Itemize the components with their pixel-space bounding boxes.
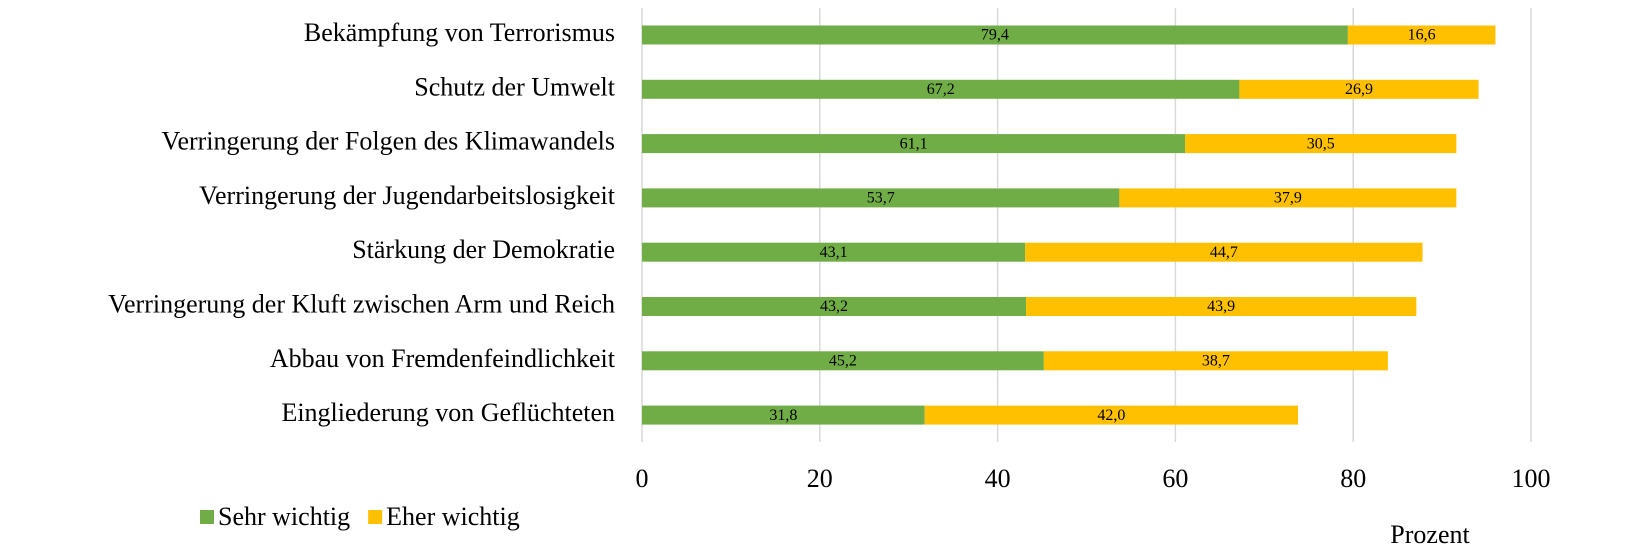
category-label: Stärkung der Demokratie bbox=[352, 235, 615, 264]
x-tick-label: 0 bbox=[636, 464, 649, 493]
x-tick-label: 40 bbox=[985, 464, 1011, 493]
data-label: 38,7 bbox=[1202, 352, 1230, 369]
x-tick-label: 60 bbox=[1162, 464, 1188, 493]
bar-segment bbox=[642, 79, 1240, 99]
bar-segment bbox=[642, 25, 1348, 45]
legend-swatch bbox=[200, 510, 214, 524]
bar-segment bbox=[1026, 297, 1417, 316]
bar-segment bbox=[924, 405, 1299, 425]
bar-segment bbox=[642, 188, 1120, 208]
data-label: 43,2 bbox=[820, 298, 848, 315]
bar-segment bbox=[1025, 242, 1423, 262]
data-label: 43,9 bbox=[1207, 298, 1235, 315]
category-label: Verringerung der Kluft zwischen Arm und … bbox=[108, 289, 615, 318]
data-label: 53,7 bbox=[867, 190, 895, 207]
bar-segment bbox=[642, 405, 925, 425]
category-label: Schutz der Umwelt bbox=[414, 72, 616, 101]
bar-segment bbox=[1119, 188, 1457, 208]
bar-segment bbox=[642, 351, 1044, 371]
bar-segment bbox=[1239, 79, 1479, 99]
data-label: 31,8 bbox=[769, 407, 797, 424]
bar-segment bbox=[1185, 134, 1457, 154]
category-label: Eingliederung von Geflüchteten bbox=[281, 398, 615, 427]
x-axis-label: Prozent bbox=[1390, 520, 1470, 549]
bar-segment bbox=[1347, 25, 1496, 45]
legend-swatch bbox=[368, 510, 383, 524]
data-label: 67,2 bbox=[927, 81, 955, 98]
data-label: 30,5 bbox=[1307, 135, 1335, 152]
bar-segment bbox=[642, 242, 1026, 262]
data-label: 79,4 bbox=[981, 27, 1009, 44]
data-label: 16,6 bbox=[1408, 27, 1436, 44]
bar-segment bbox=[642, 134, 1186, 154]
data-label: 42,0 bbox=[1097, 407, 1125, 424]
data-label: 43,1 bbox=[820, 244, 848, 261]
data-label: 37,9 bbox=[1274, 190, 1302, 207]
data-label: 61,1 bbox=[900, 135, 928, 152]
bar-segment bbox=[642, 297, 1027, 316]
category-label: Verringerung der Jugendarbeitslosigkeit bbox=[199, 181, 616, 210]
category-label: Abbau von Fremdenfeindlichkeit bbox=[270, 344, 616, 373]
data-label: 45,2 bbox=[829, 352, 857, 369]
bar-segment bbox=[1043, 351, 1388, 371]
data-label: 26,9 bbox=[1345, 81, 1373, 98]
data-label: 44,7 bbox=[1210, 244, 1238, 261]
x-tick-label: 80 bbox=[1340, 464, 1366, 493]
category-label: Bekämpfung von Terrorismus bbox=[304, 18, 615, 47]
legend-label: Sehr wichtig bbox=[218, 502, 350, 531]
legend-label: Eher wichtig bbox=[386, 502, 520, 531]
category-label: Verringerung der Folgen des Klimawandels bbox=[162, 127, 615, 156]
x-tick-label: 20 bbox=[807, 464, 833, 493]
x-tick-label: 100 bbox=[1512, 464, 1551, 493]
